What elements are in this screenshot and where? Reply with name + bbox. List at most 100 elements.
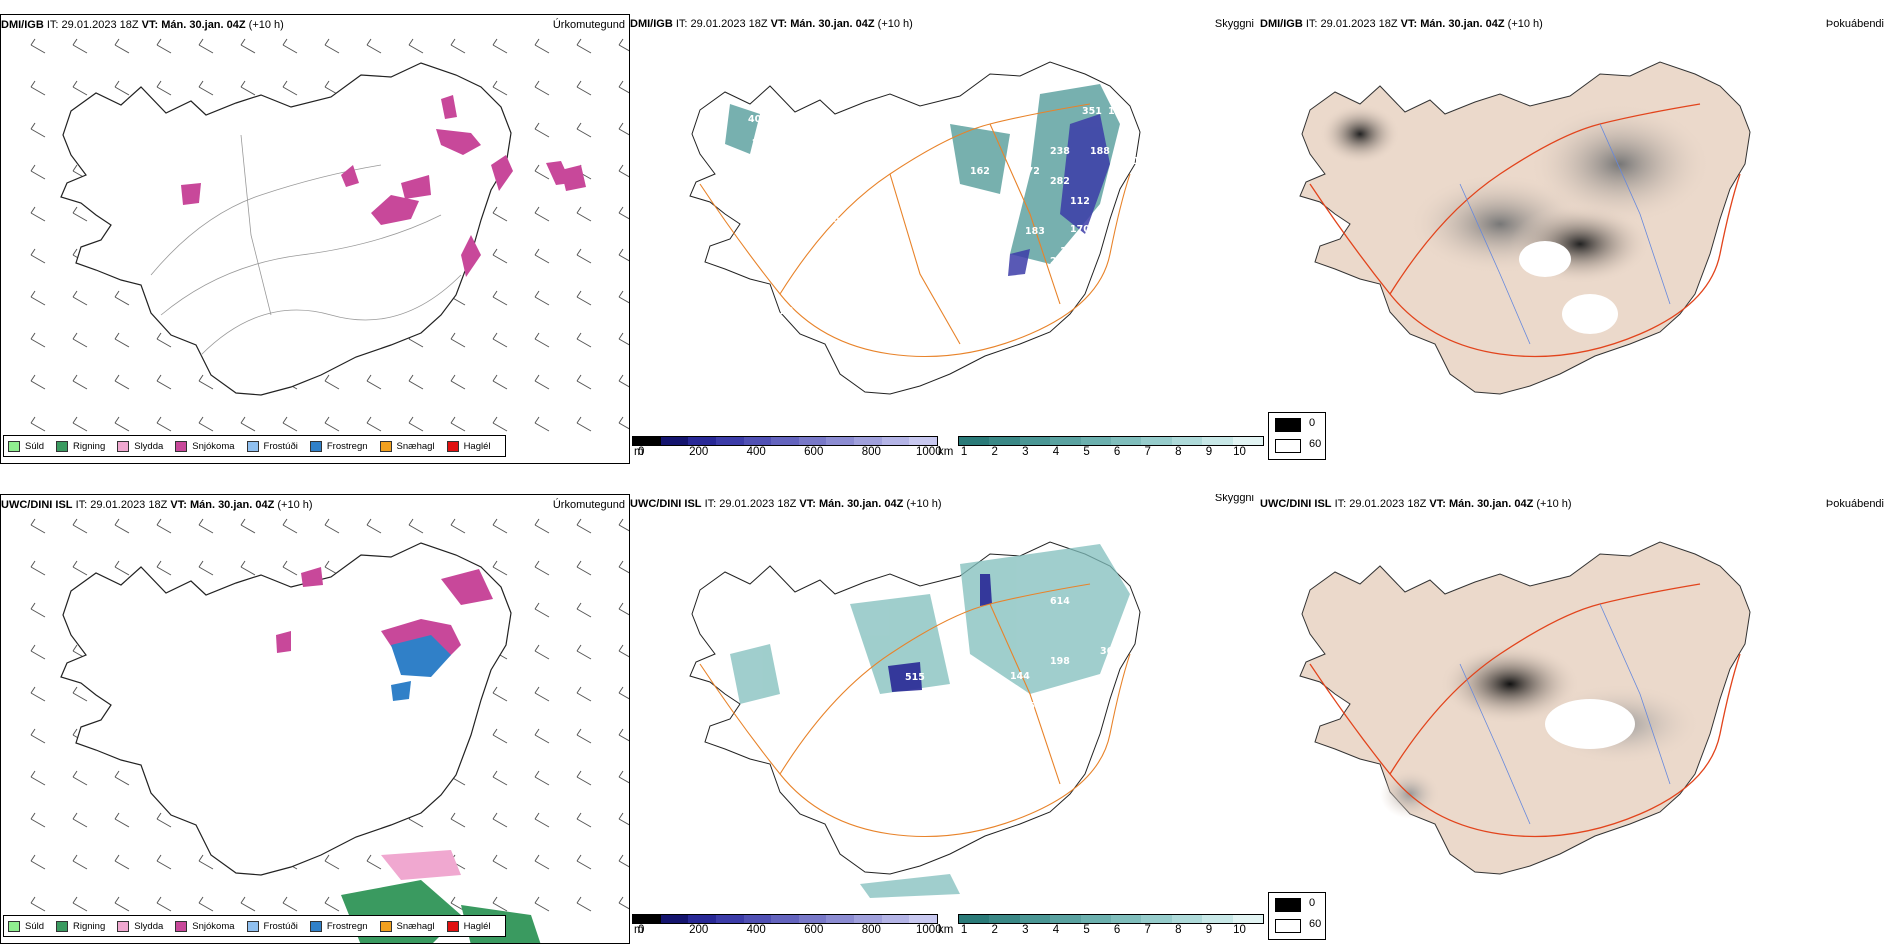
panel-title: Úrkomutegund (552, 19, 625, 31)
cloud-base-label: 134 (1075, 251, 1095, 262)
cloud-base-label: 282 (1050, 176, 1070, 187)
wind-barb (198, 374, 214, 390)
wind-barb (72, 290, 88, 306)
colorbar-cell (1202, 915, 1233, 923)
colorbar-tick-label: 200 (689, 924, 709, 936)
legend-swatch (246, 440, 259, 452)
wind-barb (114, 770, 130, 786)
cloud-base-label: 128 (870, 256, 890, 267)
wind-barb (534, 896, 550, 912)
cloud-base-label: 372 (830, 246, 850, 257)
colorbar-cell (798, 437, 827, 445)
colorbar-tick-label: 5 (1083, 446, 1090, 458)
cloud-base-label: 162 (970, 166, 990, 177)
wind-barb (282, 518, 298, 534)
panel-header: UWC/DINI ISL IT: 29.01.2023 18Z VT: Mán.… (1260, 498, 1572, 510)
colorbar-cell (1019, 915, 1051, 923)
cloud-base-label: 40 (748, 114, 762, 125)
fog-index-legend-bottom: 0 60 (1268, 892, 1326, 940)
legend-item: Snjókoma (175, 920, 235, 932)
wind-barb (324, 896, 340, 912)
cloud-base-label: 130 (835, 708, 855, 719)
wind-barb (534, 80, 550, 96)
wind-barb (366, 854, 382, 870)
wind-barb (30, 80, 46, 96)
wind-barb (618, 854, 629, 868)
colorbar-tick-label: 1 (960, 446, 968, 458)
wind-barb (198, 518, 214, 534)
colorbar-cell (989, 437, 1020, 445)
colorbar-cell (854, 915, 882, 923)
legend-swatch (8, 920, 20, 932)
wind-barb (282, 896, 298, 912)
colorbar-tick-label: 2 (991, 446, 998, 458)
wind-barb (618, 644, 629, 658)
wind-barb (576, 686, 592, 702)
cloud-base-label: 351 (1082, 106, 1102, 117)
wind-barb (492, 728, 508, 744)
legend-item: Súld (8, 440, 44, 452)
colorbar-tick-label: 200 (689, 446, 709, 458)
precip-map (30, 518, 629, 943)
wind-barb (618, 164, 629, 178)
cloud-base-label: 183 (1025, 226, 1045, 237)
road-network (1309, 583, 1741, 838)
cloud-base-label: 10 (1080, 266, 1094, 277)
legend-item: Snjókoma (175, 440, 235, 452)
visibility-panel-bottom: UWC/DINI ISL IT: 29.01.2023 18Z VT: Mán.… (630, 494, 1260, 944)
wind-barb (72, 38, 88, 54)
colorbar-cell (715, 915, 744, 923)
visibility-colorbar-bottom: 1 2 3 4 5 6 7 8 9 10 (958, 914, 1264, 938)
cloud-base-label: 186 (1015, 701, 1035, 712)
cloud-base-unit: m (634, 446, 644, 458)
wind-barb (282, 416, 298, 432)
panel-header: UWC/DINI ISL IT: 29.01.2023 18Z VT: Mán.… (1, 499, 313, 511)
wind-barb (156, 560, 172, 576)
wind-barb (30, 164, 46, 180)
colorbar-tick-label: 5 (1083, 924, 1090, 936)
wind-barb (534, 374, 550, 390)
cloud-base-label: 224 (752, 138, 772, 149)
colorbar-tick-label: 1 (960, 924, 968, 936)
wind-barb (534, 332, 550, 348)
colorbar-cell (881, 437, 910, 445)
wind-barb (618, 686, 629, 700)
colorbar-cell (1050, 437, 1081, 445)
wind-barb (492, 248, 508, 264)
wind-barb (198, 854, 214, 870)
visibility-colorbar-top: 1 2 3 4 5 6 7 8 9 10 (958, 436, 1264, 460)
legend-item: Snæhagl (379, 920, 435, 932)
wind-barb (450, 812, 466, 828)
wind-barb (534, 290, 550, 306)
cloud-base-label: 85 (738, 156, 751, 167)
colorbar-cell (1232, 437, 1264, 445)
wind-barb (282, 80, 298, 96)
legend-swatch (246, 920, 259, 932)
wind-barb (324, 854, 340, 870)
colorbar-cell (1019, 437, 1051, 445)
legend-swatch (309, 440, 322, 452)
wind-barb (114, 896, 130, 912)
colorbar-cell (1202, 437, 1233, 445)
wind-barb (156, 80, 172, 96)
wind-barb (450, 518, 466, 534)
wind-barb (492, 374, 508, 390)
wind-barb (408, 416, 424, 432)
freezing-rain-areas (391, 635, 451, 701)
panel-title: Skyggni (1214, 494, 1254, 504)
colorbar-tick-label: 7 (1144, 446, 1151, 458)
wind-barb (72, 374, 88, 390)
wind-barb (156, 812, 172, 828)
colorbar-cell (660, 915, 689, 923)
panel-title: Úrkomutegund (552, 499, 625, 511)
legend-item: Haglél (446, 440, 491, 452)
legend-item: Frostúði (246, 920, 298, 932)
wind-barb (576, 374, 592, 390)
wind-barb (156, 332, 172, 348)
wind-barb (618, 416, 629, 430)
wind-barb (30, 854, 46, 870)
legend-item: Rigning (56, 440, 105, 452)
cloud-base-label: 309 (960, 118, 980, 129)
wind-barb (492, 206, 508, 222)
wind-barb (282, 38, 298, 54)
